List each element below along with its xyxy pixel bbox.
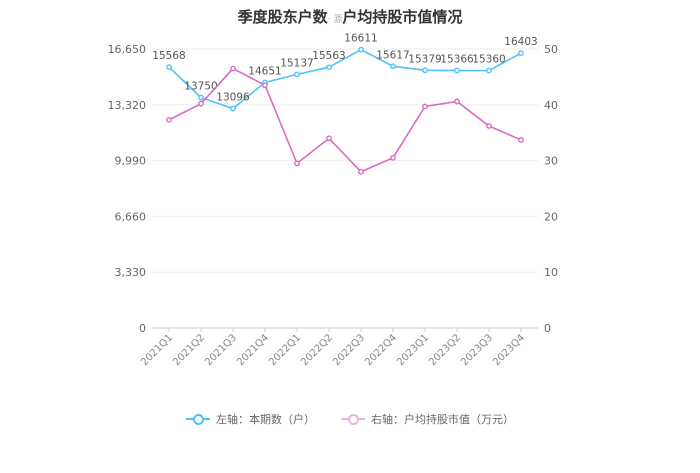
households-point xyxy=(294,71,300,78)
data-label: 15617 xyxy=(376,49,409,61)
households-point xyxy=(326,64,332,71)
data-label: 15137 xyxy=(280,57,313,69)
households-point xyxy=(358,46,364,53)
x-tick-label: 2023Q4 xyxy=(491,332,527,368)
left-tick-label: 13,320 xyxy=(108,99,147,112)
households-line xyxy=(168,48,522,110)
data-label: 16611 xyxy=(344,33,377,45)
households-point xyxy=(230,105,236,112)
avg-value-point xyxy=(390,154,396,161)
x-tick-label: 2021Q3 xyxy=(203,332,239,368)
avg-value-point xyxy=(294,160,300,167)
right-tick-label: 50 xyxy=(544,43,558,56)
x-tick-label: 2021Q2 xyxy=(171,332,207,368)
avg-value-point xyxy=(454,98,460,105)
avg-value-point xyxy=(198,100,204,107)
avg-value-point xyxy=(422,103,428,110)
right-tick-label: 30 xyxy=(544,155,558,168)
avg-value-point xyxy=(166,116,172,123)
x-tick-label: 2022Q4 xyxy=(363,332,399,368)
households-point xyxy=(518,50,524,57)
legend-label-households: 左轴：本期数（户） xyxy=(216,413,315,426)
left-tick-label: 3,330 xyxy=(115,266,147,279)
legend-item-households[interactable]: 左轴：本期数（户） xyxy=(186,411,315,427)
right-tick-label: 0 xyxy=(544,322,551,335)
legend-item-avg-value[interactable]: 右轴：户均持股市值（万元） xyxy=(341,411,514,427)
left-tick-label: 6,660 xyxy=(115,210,147,223)
households-point xyxy=(198,94,204,101)
x-tick-label: 2021Q4 xyxy=(235,332,271,368)
chart-title: 季度股东户数· 源户均持股市值情况 xyxy=(237,8,463,26)
households-point xyxy=(390,63,396,70)
data-label: 14651 xyxy=(248,65,281,77)
households-point xyxy=(166,64,172,71)
data-label: 13096 xyxy=(216,92,250,104)
data-label: 15366 xyxy=(440,54,474,66)
data-label: 16403 xyxy=(504,36,537,48)
data-label: 15379 xyxy=(408,53,441,65)
avg-value-point xyxy=(486,123,492,129)
households-point xyxy=(486,67,492,74)
left-tick-label: 0 xyxy=(139,322,146,335)
avg-value-point xyxy=(326,135,332,142)
data-label: 15563 xyxy=(312,50,345,62)
right-tick-label: 40 xyxy=(544,99,558,112)
households-point xyxy=(454,67,460,74)
x-tick-label: 2022Q3 xyxy=(331,332,367,368)
x-tick-label: 2022Q1 xyxy=(267,332,303,368)
x-tick-label: 2023Q3 xyxy=(459,332,495,368)
avg-value-line xyxy=(168,67,522,173)
x-tick-label: 2022Q2 xyxy=(299,332,335,368)
x-tick-label: 2021Q1 xyxy=(139,332,175,368)
legend-swatch-avg-value xyxy=(341,413,365,425)
left-tick-label: 9,990 xyxy=(115,155,147,168)
data-label: 15568 xyxy=(152,50,185,62)
avg-value-point xyxy=(262,82,268,89)
x-tick-label: 2023Q1 xyxy=(395,332,431,368)
households-point xyxy=(422,67,428,74)
right-tick-label: 20 xyxy=(544,210,558,223)
legend-label-avg-value: 右轴：户均持股市值（万元） xyxy=(371,413,514,426)
avg-value-point xyxy=(358,168,364,175)
legend-swatch-households xyxy=(186,413,210,425)
avg-value-point xyxy=(230,65,236,72)
data-label: 13750 xyxy=(184,81,217,93)
x-tick-label: 2023Q2 xyxy=(427,332,463,368)
legend: 左轴：本期数（户） 右轴：户均持股市值（万元） xyxy=(0,411,700,427)
right-tick-label: 10 xyxy=(544,266,558,279)
data-label: 15360 xyxy=(472,54,505,66)
left-tick-label: 16,650 xyxy=(108,43,147,56)
watermark: · 源 xyxy=(327,15,343,25)
avg-value-point xyxy=(518,137,524,143)
